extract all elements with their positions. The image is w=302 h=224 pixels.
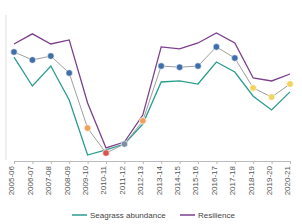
x-tick: 2005-06 <box>7 161 16 195</box>
plot-area <box>11 33 294 156</box>
legend-label: Seagrass abundance <box>90 211 166 220</box>
x-tick-mark <box>290 161 291 164</box>
x-tick-mark <box>51 161 52 164</box>
series-marker <box>232 55 239 62</box>
x-tick-mark <box>143 161 144 164</box>
x-tick: 2010-11 <box>99 161 108 195</box>
legend-swatch <box>72 214 87 216</box>
x-tick: 2015-16 <box>191 161 200 195</box>
series-marker <box>158 63 165 70</box>
x-tick: 2008-09 <box>62 161 71 195</box>
x-tick: 2011-12 <box>118 161 127 195</box>
x-tick-label: 2008-09 <box>62 165 71 195</box>
x-tick: 2012-13 <box>136 161 145 195</box>
x-tick: 2007-08 <box>44 161 53 195</box>
legend-swatch <box>180 214 195 216</box>
x-tick-label: 2015-16 <box>191 165 200 195</box>
x-tick-mark <box>124 161 125 164</box>
x-tick-label: 2020-21 <box>283 165 292 195</box>
series-marker <box>29 57 36 64</box>
x-tick: 2019-20 <box>265 161 274 195</box>
x-tick-mark <box>88 161 89 164</box>
x-tick-label: 2010-11 <box>99 165 108 194</box>
x-tick: 2018-19 <box>247 161 256 195</box>
x-tick: 2017-18 <box>228 161 237 195</box>
x-tick-label: 2017-18 <box>228 165 237 195</box>
x-tick-label: 2014-15 <box>173 165 182 195</box>
x-tick-mark <box>32 161 33 164</box>
series-marker <box>66 70 73 77</box>
x-tick: 2006-07 <box>26 161 35 195</box>
x-tick-mark <box>69 161 70 164</box>
x-tick: 2014-15 <box>173 161 182 195</box>
x-tick: 2013-14 <box>155 161 164 195</box>
series-marker <box>11 49 18 56</box>
x-axis-line <box>15 162 291 165</box>
x-axis: 2005-06 2006-07 2007-08 2008-09 2009-10 2010-… <box>7 161 292 195</box>
x-tick-mark <box>253 161 254 164</box>
series-marker <box>48 53 55 60</box>
x-tick-label: 2016-17 <box>210 165 219 195</box>
x-tick-mark <box>198 161 199 164</box>
x-tick-label: 2005-06 <box>7 165 16 195</box>
x-tick-label: 2013-14 <box>155 165 164 195</box>
series-marker <box>213 44 220 51</box>
series-marker <box>250 85 257 92</box>
series-marker <box>176 64 183 71</box>
series-marker <box>268 94 275 101</box>
x-tick-label: 2009-10 <box>81 165 90 195</box>
series-marker <box>195 63 202 70</box>
x-tick-label: 2007-08 <box>44 165 53 195</box>
x-tick: 2016-17 <box>210 161 219 195</box>
x-tick-mark <box>180 161 181 164</box>
legend: Seagrass abundance Resilience <box>72 211 235 220</box>
x-tick-mark <box>161 161 162 164</box>
x-tick-mark <box>14 161 15 164</box>
x-tick-mark <box>272 161 273 164</box>
legend-label: Resilience <box>198 211 235 220</box>
x-tick-mark <box>216 161 217 164</box>
series-marker <box>103 150 110 157</box>
x-tick-mark <box>106 161 107 164</box>
y-axis-line <box>6 15 7 160</box>
x-tick-label: 2018-19 <box>247 165 256 195</box>
x-tick: 2020-21 <box>283 161 292 195</box>
series-marker <box>140 118 147 125</box>
series-line <box>14 57 290 155</box>
series-marker <box>287 81 294 88</box>
x-tick-label: 2012-13 <box>136 165 145 195</box>
x-tick-label: 2019-20 <box>265 165 274 195</box>
x-tick-mark <box>235 161 236 164</box>
series-line <box>14 47 290 153</box>
series-marker <box>84 125 91 132</box>
x-tick: 2009-10 <box>81 161 90 195</box>
series-line <box>14 33 290 148</box>
x-tick-label: 2006-07 <box>26 165 35 195</box>
chart: 2005-06 2006-07 2007-08 2008-09 2009-10 2010-… <box>0 0 302 224</box>
series-marker <box>121 141 128 148</box>
x-tick-label: 2011-12 <box>118 165 127 194</box>
